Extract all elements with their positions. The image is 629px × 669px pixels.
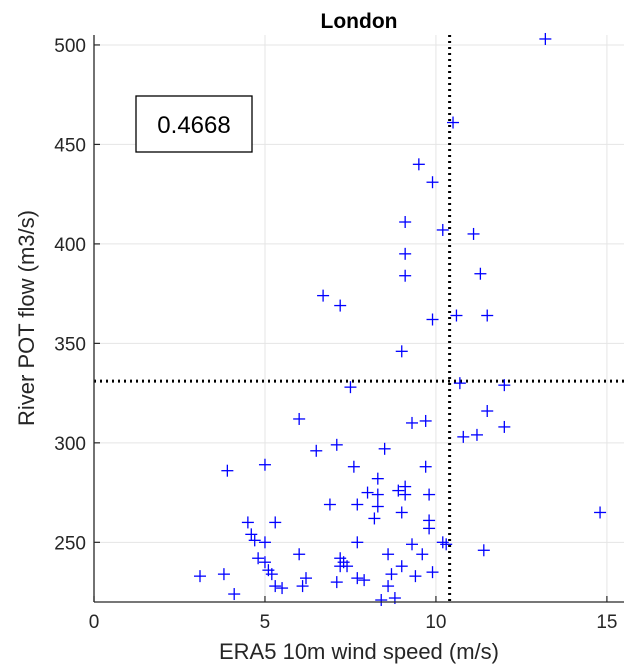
data-point — [375, 594, 388, 607]
data-point — [347, 460, 360, 473]
data-point — [419, 414, 432, 427]
data-point — [419, 460, 432, 473]
data-points — [194, 32, 607, 607]
data-point — [252, 552, 265, 565]
data-point — [392, 484, 405, 497]
data-point — [426, 566, 439, 579]
data-point — [409, 570, 422, 583]
annotation-frame — [135, 95, 253, 153]
data-point — [378, 442, 391, 455]
data-point — [330, 438, 343, 451]
data-point — [436, 223, 449, 236]
data-point — [296, 580, 309, 593]
y-tick-label: 500 — [54, 36, 86, 57]
data-point — [477, 544, 490, 557]
y-tick-label: 400 — [54, 235, 86, 256]
data-point — [399, 269, 412, 282]
data-point — [539, 32, 552, 45]
data-point — [241, 516, 254, 529]
data-point — [474, 267, 487, 280]
data-point — [269, 516, 282, 529]
data-point — [406, 416, 418, 429]
data-point — [481, 309, 494, 322]
data-point — [300, 572, 312, 585]
data-point — [447, 116, 460, 129]
data-point — [330, 576, 343, 589]
chart-title: London — [321, 10, 398, 33]
data-point — [351, 498, 364, 511]
data-point — [395, 506, 408, 519]
x-tick-label: 0 — [89, 612, 100, 633]
data-point — [399, 247, 412, 260]
data-point — [269, 580, 282, 593]
y-tick-label: 450 — [54, 135, 86, 156]
data-point — [498, 379, 511, 392]
data-point — [341, 560, 354, 573]
data-point — [594, 506, 607, 519]
y-tick-label: 300 — [54, 434, 86, 455]
x-tick-label: 5 — [260, 612, 271, 633]
x-axis-label: ERA5 10m wind speed (m/s) — [219, 639, 499, 664]
data-point — [293, 548, 306, 561]
data-point — [450, 309, 463, 322]
x-tick-label: 10 — [425, 612, 446, 633]
data-point — [382, 548, 395, 561]
data-point — [258, 536, 271, 549]
data-point — [395, 560, 408, 573]
data-point — [310, 444, 323, 457]
data-point — [194, 570, 206, 583]
data-point — [371, 500, 384, 513]
threshold-lines — [94, 35, 624, 602]
data-point — [334, 299, 347, 312]
data-point — [228, 588, 241, 601]
data-point — [276, 582, 289, 595]
tick-labels: 0 5 10 15 250 300 350 400 450 500 — [54, 36, 617, 633]
data-point — [399, 488, 412, 501]
data-point — [358, 574, 371, 587]
data-point — [248, 534, 261, 547]
data-point — [351, 572, 364, 585]
data-point — [426, 176, 439, 189]
y-axis-label: River POT flow (m3/s) — [14, 210, 39, 426]
data-point — [453, 377, 466, 390]
data-point — [426, 313, 439, 326]
data-point — [385, 568, 398, 581]
data-point — [470, 428, 483, 441]
data-point — [258, 556, 271, 569]
axes — [93, 35, 624, 603]
data-point — [423, 514, 436, 527]
data-point — [317, 289, 330, 302]
data-point — [368, 512, 381, 525]
data-point — [293, 412, 306, 425]
data-point — [416, 548, 429, 561]
data-point — [217, 568, 230, 581]
data-point — [371, 488, 384, 501]
data-point — [371, 472, 384, 485]
data-point — [265, 568, 278, 581]
data-point — [481, 405, 494, 418]
y-tick-label: 350 — [54, 334, 86, 355]
x-tick-label: 15 — [596, 612, 617, 633]
data-point — [406, 538, 418, 551]
data-point — [399, 216, 412, 229]
annotation-value: 0.4668 — [157, 112, 230, 139]
data-point — [382, 580, 395, 593]
data-point — [498, 420, 511, 433]
data-point — [351, 536, 364, 549]
data-point — [395, 345, 408, 358]
data-point — [457, 430, 470, 443]
data-point — [344, 381, 357, 394]
data-point — [467, 227, 480, 240]
data-point — [258, 458, 271, 471]
data-point — [323, 498, 336, 511]
data-point — [221, 464, 234, 477]
y-tick-label: 250 — [54, 533, 86, 554]
data-point — [423, 488, 436, 501]
data-point — [412, 158, 425, 171]
data-point — [440, 538, 453, 551]
data-point — [361, 486, 374, 499]
annotation-box: 0.4668 — [135, 95, 253, 153]
